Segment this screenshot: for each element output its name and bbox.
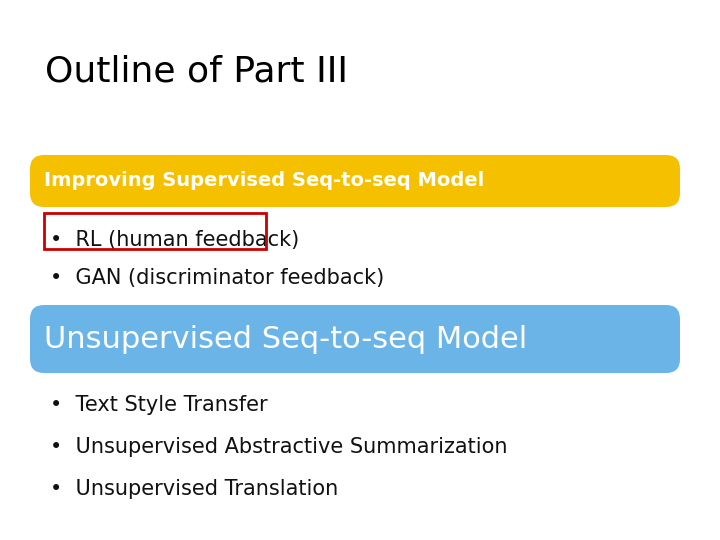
Text: •  Unsupervised Translation: • Unsupervised Translation <box>50 479 338 499</box>
Text: Unsupervised Seq-to-seq Model: Unsupervised Seq-to-seq Model <box>44 325 527 354</box>
Text: •  GAN (discriminator feedback): • GAN (discriminator feedback) <box>50 268 384 288</box>
Text: •  Unsupervised Abstractive Summarization: • Unsupervised Abstractive Summarization <box>50 437 508 457</box>
Text: •  RL (human feedback): • RL (human feedback) <box>50 230 300 250</box>
FancyBboxPatch shape <box>30 305 680 373</box>
Text: •  Text Style Transfer: • Text Style Transfer <box>50 395 268 415</box>
Text: Improving Supervised Seq-to-seq Model: Improving Supervised Seq-to-seq Model <box>44 172 485 191</box>
FancyBboxPatch shape <box>30 155 680 207</box>
Text: Outline of Part III: Outline of Part III <box>45 55 348 89</box>
